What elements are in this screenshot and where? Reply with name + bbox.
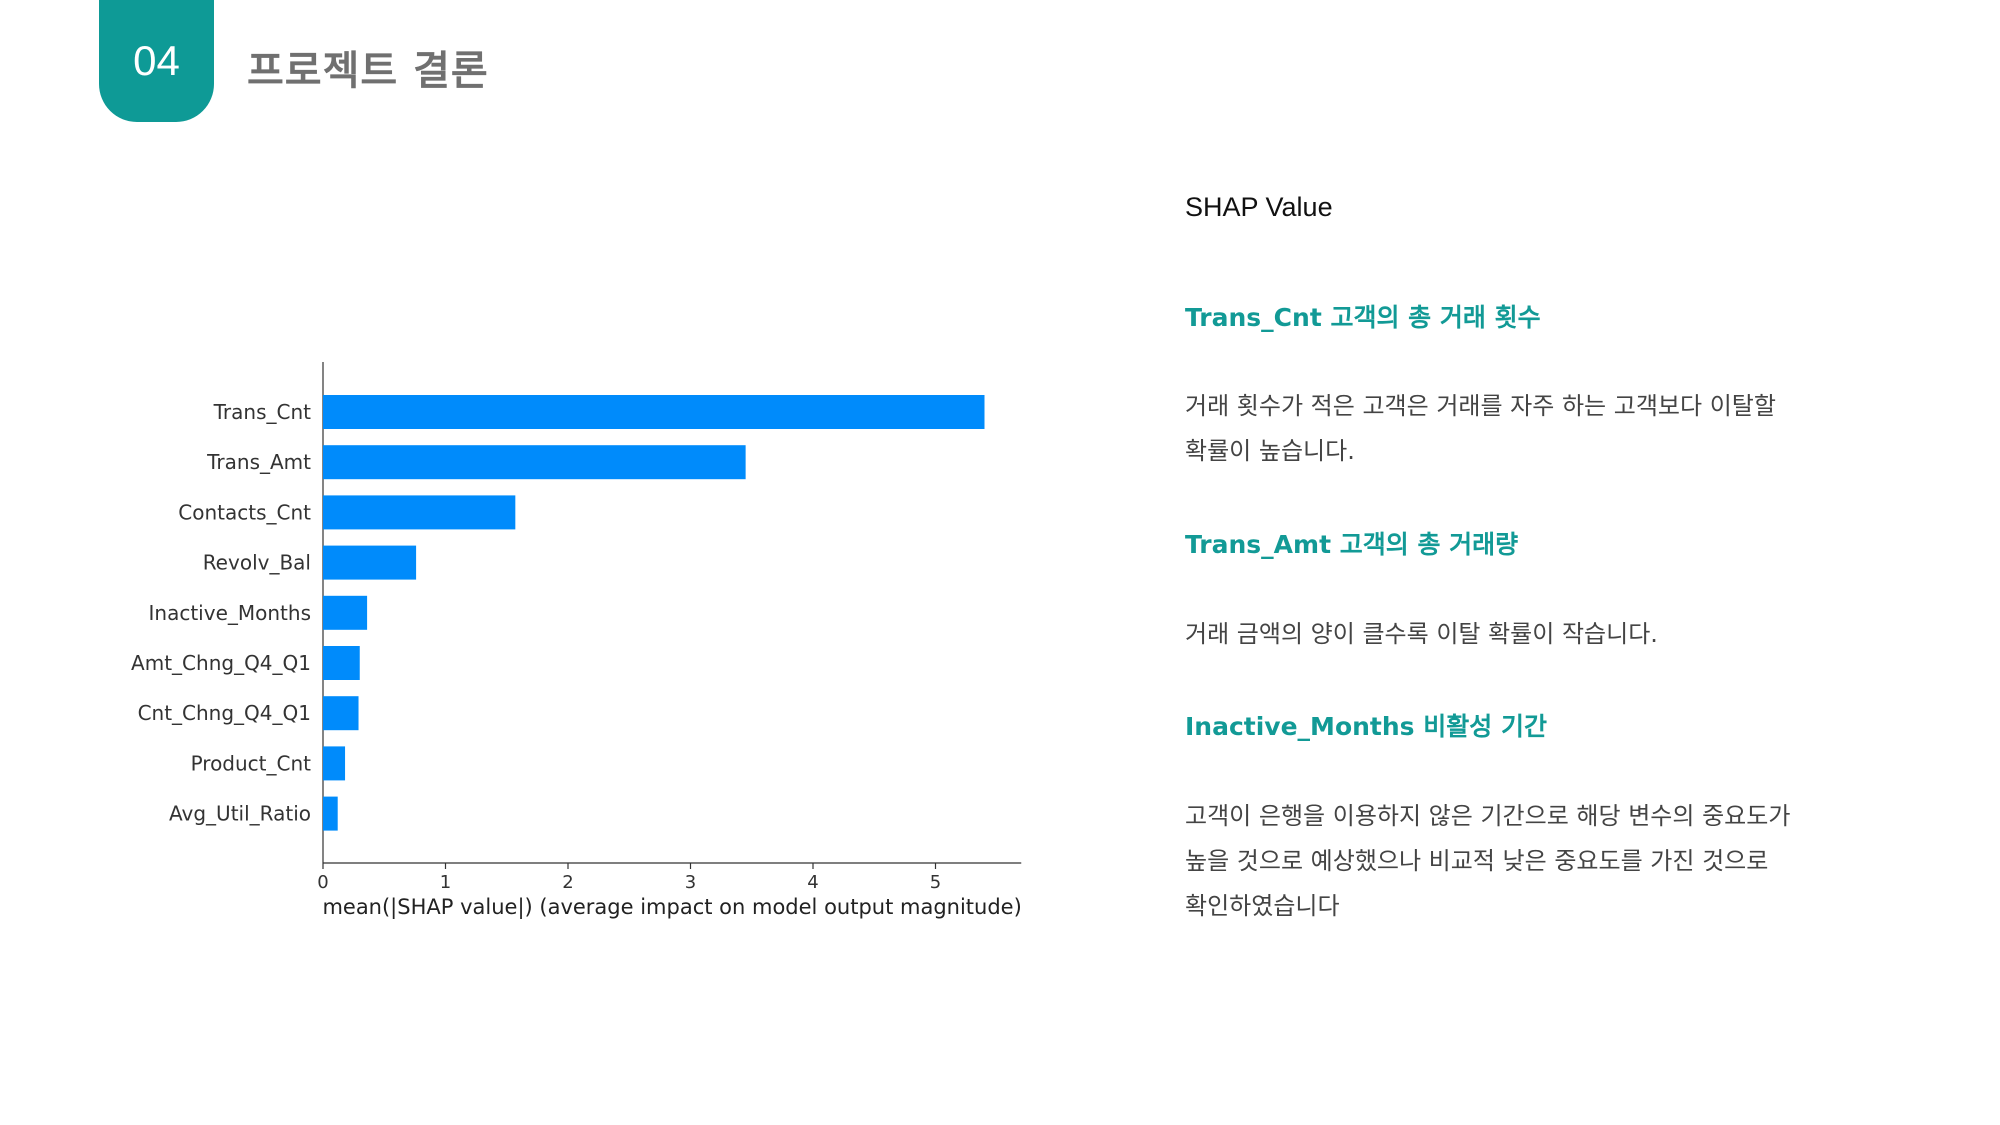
section-number-badge: 04: [99, 0, 214, 122]
category-label: Revolv_Bal: [203, 551, 311, 575]
bar-revolv-bal: [323, 545, 417, 580]
body-line: 거래 금액의 양이 클수록 이탈 확률이 작습니다.: [1185, 620, 1658, 648]
category-label: Amt_Chng_Q4_Q1: [131, 651, 311, 675]
bar-inactive-months: [323, 595, 368, 630]
bar-trans-amt: [323, 445, 746, 480]
x-tick-label: 5: [930, 872, 941, 893]
category-label: Contacts_Cnt: [178, 500, 311, 524]
body-line: 확인하였습니다: [1185, 892, 1340, 920]
category-label: Product_Cnt: [191, 751, 312, 775]
bar-contacts-cnt: [323, 495, 516, 530]
category-label: Avg_Util_Ratio: [169, 802, 311, 826]
section-title-inactive-months: Inactive_Months 비활성 기간: [1185, 712, 1547, 741]
category-label: Trans_Amt: [206, 450, 311, 474]
section-title-trans-cnt: Trans_Cnt 고객의 총 거래 횟수: [1185, 303, 1541, 332]
body-line: 높을 것으로 예상했으나 비교적 낮은 중요도를 가진 것으로: [1185, 847, 1769, 875]
bar-product-cnt: [323, 746, 346, 781]
bar-avg-util-ratio: [323, 796, 338, 831]
body-line: 고객이 은행을 이용하지 않은 기간으로 해당 변수의 중요도가: [1185, 802, 1791, 830]
bar-cnt-chng-q4-q1: [323, 696, 359, 731]
bar-trans-cnt: [323, 395, 985, 429]
category-label: Cnt_Chng_Q4_Q1: [138, 701, 311, 725]
category-label: Inactive_Months: [149, 601, 311, 625]
section-body-inactive-months: 고객이 은행을 이용하지 않은 기간으로 해당 변수의 중요도가 높을 것으로 …: [1185, 794, 1795, 929]
body-line: 거래 횟수가 적은 고객은 거래를 자주 하는 고객보다 이탈할: [1185, 392, 1776, 420]
panel-heading: SHAP Value: [1185, 192, 1333, 222]
section-body-trans-cnt: 거래 횟수가 적은 고객은 거래를 자주 하는 고객보다 이탈할 확률이 높습니…: [1185, 384, 1795, 474]
x-tick-label: 4: [807, 872, 818, 893]
x-tick-label: 1: [440, 872, 451, 893]
shap-bar-chart: Trans_Cnt Trans_Amt Contacts_Cnt Revolv_Bal…: [131, 362, 1022, 920]
section-body-trans-amt: 거래 금액의 양이 클수록 이탈 확률이 작습니다.: [1185, 612, 1795, 657]
x-tick-label: 3: [685, 872, 696, 893]
category-label: Trans_Cnt: [213, 400, 311, 424]
body-line: 확률이 높습니다.: [1185, 437, 1355, 465]
section-number: 04: [133, 37, 180, 84]
page-title: 프로젝트 결론: [247, 48, 489, 94]
x-tick-label: 0: [317, 872, 328, 893]
x-axis-title: mean(|SHAP value|) (average impact on mo…: [322, 895, 1021, 920]
section-title-trans-amt: Trans_Amt 고객의 총 거래량: [1185, 530, 1519, 559]
x-tick-label: 2: [562, 872, 573, 893]
bar-amt-chng-q4-q1: [323, 646, 360, 680]
